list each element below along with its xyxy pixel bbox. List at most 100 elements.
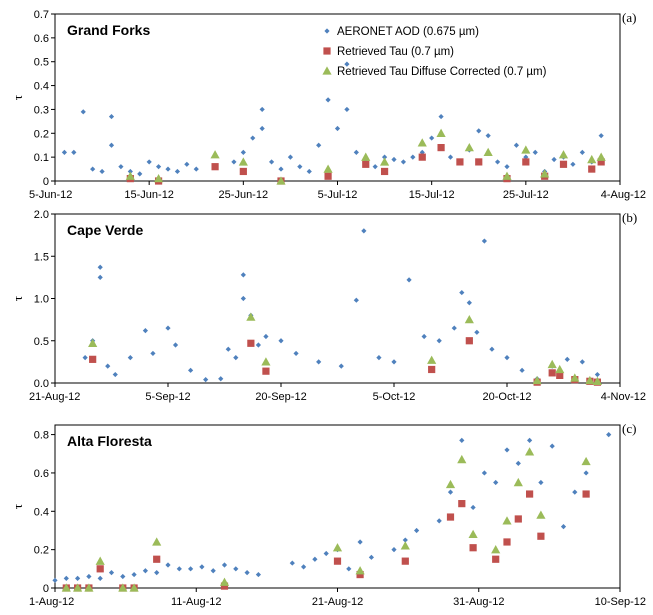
data-point <box>99 168 105 175</box>
data-point <box>127 168 133 175</box>
data-point <box>333 557 342 565</box>
y-tick-label: 0.3 <box>34 104 49 116</box>
data-point <box>558 150 569 159</box>
data-point <box>61 149 68 155</box>
data-point <box>325 97 331 103</box>
x-tick-label: 4-Aug-12 <box>601 189 646 201</box>
x-tick-label: 5-Oct-12 <box>373 391 416 403</box>
data-point <box>556 371 564 379</box>
data-point <box>368 554 374 560</box>
data-point <box>97 274 103 280</box>
data-point <box>570 373 580 382</box>
legend-marker <box>323 47 331 55</box>
data-point <box>225 346 231 352</box>
data-point <box>84 583 94 592</box>
panel-label: (c) <box>622 421 636 436</box>
data-point <box>118 164 124 170</box>
x-tick-label: 10-Sep-12 <box>595 596 646 608</box>
data-point <box>255 571 261 578</box>
data-point <box>97 575 103 582</box>
data-point <box>536 510 546 519</box>
data-point <box>97 264 103 270</box>
data-point <box>221 562 228 568</box>
data-point <box>250 135 256 141</box>
data-point <box>606 431 612 438</box>
y-tick-label: 1.0 <box>34 294 49 306</box>
data-point <box>522 158 530 166</box>
data-point <box>485 133 491 139</box>
data-point <box>579 359 585 365</box>
data-point <box>75 575 81 582</box>
series-triangle <box>88 312 602 385</box>
data-point <box>372 164 378 170</box>
data-point <box>247 339 255 347</box>
x-tick-label: 25-Jun-12 <box>219 189 269 201</box>
y-tick-label: 0 <box>43 176 49 188</box>
data-point <box>527 437 533 443</box>
data-point <box>268 159 275 165</box>
x-tick-label: 5-Sep-12 <box>145 391 190 403</box>
data-point <box>239 167 247 176</box>
data-point <box>379 157 390 166</box>
data-point <box>436 338 442 344</box>
data-point <box>255 342 261 348</box>
data-point <box>125 171 135 180</box>
data-point <box>355 566 365 575</box>
data-point <box>361 152 371 161</box>
y-tick-label: 0.4 <box>34 81 49 93</box>
data-point <box>437 144 445 152</box>
y-tick-label: 0.5 <box>34 336 49 348</box>
data-point <box>410 154 416 160</box>
data-point <box>259 106 265 113</box>
data-point <box>184 161 190 167</box>
data-point <box>582 490 590 498</box>
data-point <box>95 556 105 565</box>
data-point <box>525 447 535 456</box>
y-axis-label: τ <box>10 504 25 509</box>
data-point <box>519 367 525 373</box>
data-point <box>105 363 111 369</box>
data-point <box>338 363 344 369</box>
data-point <box>188 367 194 373</box>
data-point <box>287 154 294 160</box>
data-point <box>108 570 115 576</box>
data-point <box>353 149 359 155</box>
data-point <box>146 159 152 165</box>
data-point <box>447 154 454 160</box>
data-point <box>458 500 466 508</box>
plot-frame <box>54 13 621 182</box>
data-point <box>447 489 454 495</box>
x-tick-label: 4-Nov-12 <box>601 391 646 403</box>
data-point <box>469 544 477 552</box>
data-point <box>421 333 427 340</box>
data-point <box>153 174 164 183</box>
data-point <box>211 163 219 171</box>
series-diamond <box>52 431 612 583</box>
data-point <box>451 325 457 331</box>
data-point <box>90 166 96 172</box>
data-point <box>238 157 248 166</box>
data-point <box>259 125 265 132</box>
data-point <box>468 529 478 538</box>
data-point <box>233 355 239 361</box>
x-tick-label: 21-Aug-12 <box>29 391 80 403</box>
data-point <box>61 583 71 592</box>
data-point <box>316 142 322 148</box>
data-point <box>306 168 312 175</box>
x-tick-label: 15-Jun-12 <box>124 189 174 201</box>
data-point <box>240 149 246 155</box>
data-point <box>588 165 596 173</box>
data-point <box>598 133 604 139</box>
data-point <box>594 371 600 378</box>
data-point <box>475 158 483 166</box>
data-point <box>165 166 171 172</box>
data-point <box>344 61 350 67</box>
panel-3: 0 0.2 0.4 0.6 0.8 1-Aug-12 11-Aug-12 21-Aug-12 3… <box>10 421 646 608</box>
data-point <box>154 570 160 576</box>
data-point <box>240 295 246 302</box>
data-point <box>581 456 591 466</box>
series-square <box>62 490 590 592</box>
data-point <box>153 555 161 563</box>
data-point <box>504 164 510 170</box>
data-point <box>521 145 531 154</box>
